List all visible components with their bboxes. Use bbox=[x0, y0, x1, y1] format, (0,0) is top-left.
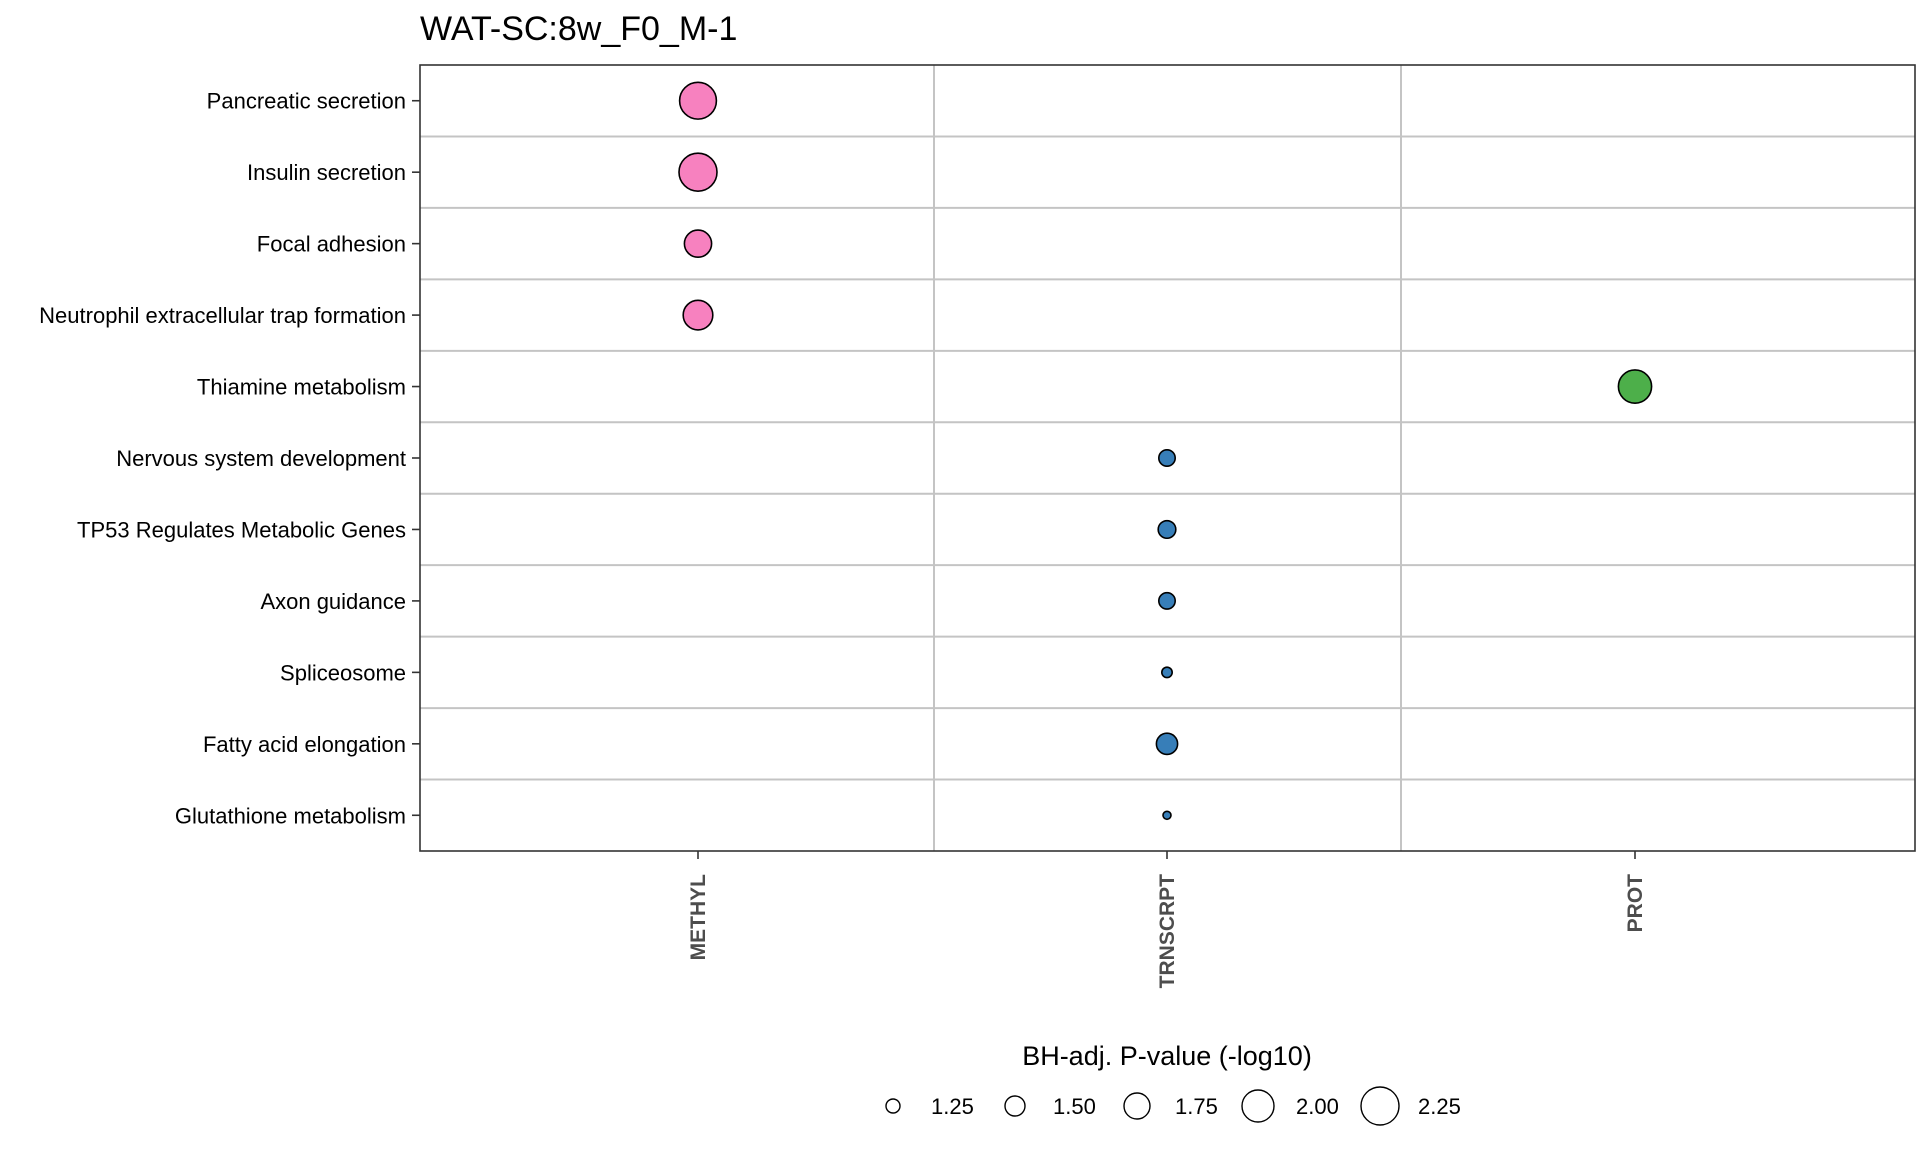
data-point bbox=[1158, 591, 1177, 610]
y-axis: Pancreatic secretion Insulin secretion Foc… bbox=[39, 89, 420, 828]
data-point bbox=[683, 229, 713, 259]
y-tick-label: Insulin secretion bbox=[247, 160, 406, 185]
legend-key-label: 2.25 bbox=[1418, 1094, 1461, 1119]
y-tick-label: Neutrophil extracellular trap formation bbox=[39, 303, 406, 328]
legend-key-label: 1.25 bbox=[931, 1094, 974, 1119]
data-point bbox=[678, 152, 718, 192]
x-tick-label: PROT bbox=[1624, 874, 1647, 933]
data-point bbox=[1161, 666, 1174, 679]
data-points bbox=[678, 81, 1653, 821]
size-legend: BH-adj. P-value (-log10) 1.25 1.50 1.75 2.0… bbox=[885, 1041, 1461, 1126]
chart-title: WAT-SC:8w_F0_M-1 bbox=[420, 10, 737, 48]
y-tick-label: Thiamine metabolism bbox=[197, 375, 406, 400]
data-point bbox=[1617, 369, 1653, 404]
legend-key-label: 1.50 bbox=[1053, 1094, 1096, 1119]
data-point bbox=[1155, 732, 1179, 756]
legend-title: BH-adj. P-value (-log10) bbox=[1022, 1041, 1312, 1071]
legend-key-circle bbox=[1360, 1086, 1400, 1126]
legend-key-circle bbox=[1241, 1089, 1275, 1123]
data-point bbox=[678, 81, 718, 120]
data-point bbox=[1158, 448, 1177, 467]
y-tick-label: Nervous system development bbox=[116, 446, 406, 471]
legend-key-circle bbox=[885, 1098, 901, 1114]
x-tick-label: TRNSCRPT bbox=[1156, 874, 1179, 989]
grid-lines bbox=[420, 65, 1915, 851]
y-tick-label: TP53 Regulates Metabolic Genes bbox=[77, 517, 406, 542]
y-tick-label: Focal adhesion bbox=[257, 232, 406, 257]
y-tick-label: Fatty acid elongation bbox=[203, 732, 406, 757]
legend-key-label: 1.75 bbox=[1175, 1094, 1218, 1119]
data-point bbox=[1162, 810, 1172, 821]
legend-key-circle bbox=[1004, 1095, 1026, 1117]
legend-key-label: 2.00 bbox=[1296, 1094, 1339, 1119]
legend-items: 1.25 1.50 1.75 2.00 2.25 bbox=[885, 1086, 1461, 1126]
x-axis: METHYL TRNSCRPT PROT bbox=[687, 851, 1647, 988]
data-point bbox=[1157, 519, 1177, 540]
y-tick-label: Spliceosome bbox=[280, 660, 406, 685]
legend-key-circle bbox=[1123, 1092, 1151, 1120]
y-tick-label: Glutathione metabolism bbox=[175, 803, 406, 828]
x-tick-label: METHYL bbox=[687, 874, 710, 961]
y-tick-label: Pancreatic secretion bbox=[207, 89, 406, 114]
data-point bbox=[682, 299, 714, 331]
y-tick-label: Axon guidance bbox=[260, 589, 406, 614]
